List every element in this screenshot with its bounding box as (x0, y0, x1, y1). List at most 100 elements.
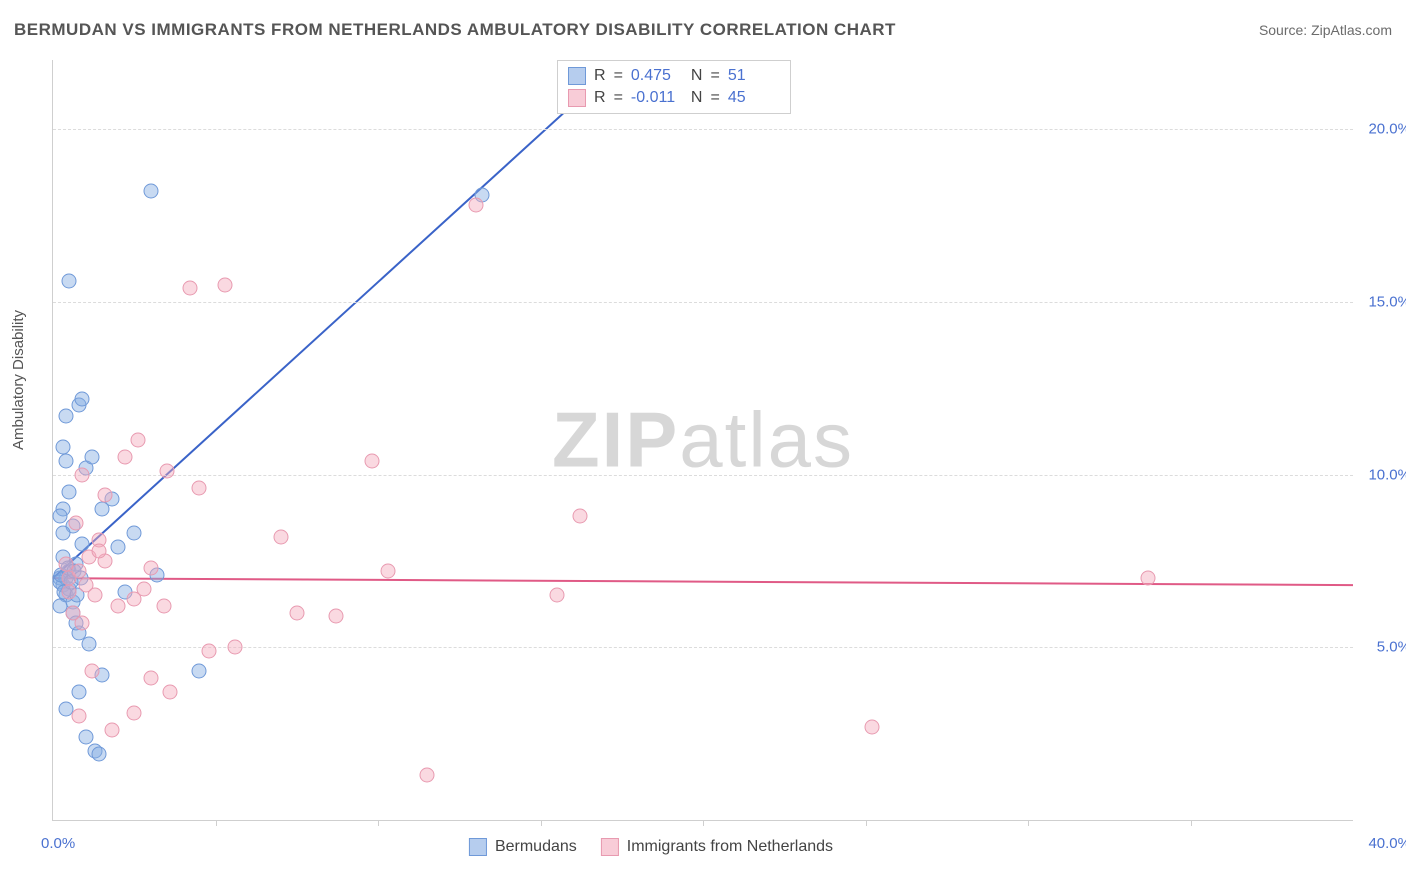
legend-label: Bermudans (495, 838, 577, 856)
data-point (130, 433, 145, 448)
data-point (91, 747, 106, 762)
swatch-icon (601, 838, 619, 856)
stat-R-value: 0.475 (631, 67, 683, 85)
data-point (75, 536, 90, 551)
trend-line (53, 60, 622, 578)
stat-eq: = (710, 67, 719, 85)
stat-N-value: 51 (728, 67, 780, 85)
stat-eq: = (614, 67, 623, 85)
chart-title: BERMUDAN VS IMMIGRANTS FROM NETHERLANDS … (14, 20, 896, 40)
data-point (328, 609, 343, 624)
trend-lines (53, 60, 1353, 820)
legend-item-netherlands: Immigrants from Netherlands (601, 838, 833, 856)
data-point (156, 598, 171, 613)
swatch-icon (568, 89, 586, 107)
data-point (72, 564, 87, 579)
data-point (91, 543, 106, 558)
data-point (55, 526, 70, 541)
data-point (143, 671, 158, 686)
data-point (1141, 571, 1156, 586)
data-point (59, 408, 74, 423)
data-point (59, 453, 74, 468)
data-point (75, 616, 90, 631)
stat-label-R: R (594, 89, 606, 107)
stat-eq: = (710, 89, 719, 107)
data-point (143, 184, 158, 199)
data-point (111, 540, 126, 555)
data-point (192, 481, 207, 496)
data-point (419, 768, 434, 783)
x-axis-max-label: 40.0% (1368, 835, 1406, 852)
data-point (75, 391, 90, 406)
data-point (104, 723, 119, 738)
data-point (68, 515, 83, 530)
watermark-rest: atlas (679, 396, 854, 484)
data-point (865, 719, 880, 734)
y-tick-label: 15.0% (1368, 293, 1406, 310)
data-point (85, 450, 100, 465)
x-tick (1191, 820, 1192, 826)
legend-item-bermudans: Bermudans (469, 838, 577, 856)
data-point (62, 585, 77, 600)
data-point (88, 588, 103, 603)
gridline (53, 475, 1353, 476)
data-point (202, 643, 217, 658)
data-point (72, 709, 87, 724)
data-point (159, 464, 174, 479)
trend-line (53, 578, 1353, 585)
y-tick-label: 10.0% (1368, 466, 1406, 483)
data-point (549, 588, 564, 603)
data-point (468, 198, 483, 213)
y-tick-label: 5.0% (1377, 639, 1406, 656)
watermark-bold: ZIP (552, 396, 679, 484)
data-point (111, 598, 126, 613)
gridline (53, 302, 1353, 303)
gridline (53, 129, 1353, 130)
data-point (289, 605, 304, 620)
data-point (572, 509, 587, 524)
gridline (53, 647, 1353, 648)
data-point (163, 685, 178, 700)
stat-label-R: R (594, 67, 606, 85)
scatter-plot-area: ZIPatlas R = 0.475 N = 51 R = -0.011 N =… (52, 60, 1353, 821)
stat-R-value: -0.011 (631, 89, 683, 107)
data-point (85, 664, 100, 679)
data-point (137, 581, 152, 596)
stats-box: R = 0.475 N = 51 R = -0.011 N = 45 (557, 60, 791, 114)
data-point (364, 453, 379, 468)
data-point (228, 640, 243, 655)
swatch-icon (568, 67, 586, 85)
data-point (81, 636, 96, 651)
x-axis-min-label: 0.0% (41, 835, 75, 852)
y-tick-label: 20.0% (1368, 121, 1406, 138)
data-point (62, 484, 77, 499)
data-point (117, 450, 132, 465)
data-point (273, 529, 288, 544)
x-tick (378, 820, 379, 826)
data-point (72, 685, 87, 700)
data-point (62, 274, 77, 289)
stat-label-N: N (691, 67, 703, 85)
data-point (192, 664, 207, 679)
x-tick (216, 820, 217, 826)
data-point (75, 467, 90, 482)
data-point (59, 557, 74, 572)
watermark: ZIPatlas (552, 395, 854, 486)
data-point (55, 439, 70, 454)
x-tick (541, 820, 542, 826)
source-name: ZipAtlas.com (1311, 22, 1392, 38)
stat-N-value: 45 (728, 89, 780, 107)
source-attribution: Source: ZipAtlas.com (1259, 22, 1392, 38)
data-point (380, 564, 395, 579)
stats-row-bermudans: R = 0.475 N = 51 (568, 65, 780, 87)
data-point (98, 488, 113, 503)
x-tick (703, 820, 704, 826)
swatch-icon (469, 838, 487, 856)
source-prefix: Source: (1259, 22, 1311, 38)
stat-eq: = (614, 89, 623, 107)
legend: Bermudans Immigrants from Netherlands (469, 838, 833, 856)
data-point (52, 509, 67, 524)
data-point (78, 730, 93, 745)
data-point (143, 560, 158, 575)
legend-label: Immigrants from Netherlands (627, 838, 833, 856)
